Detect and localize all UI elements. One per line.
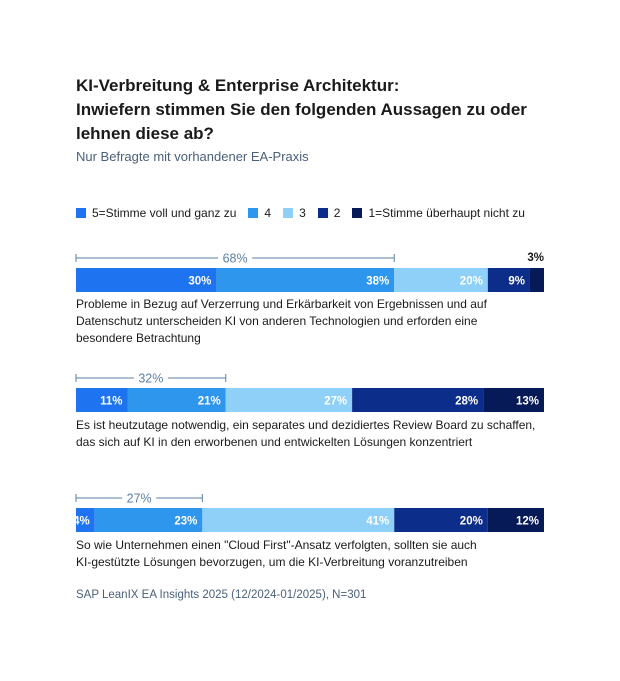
legend-swatch-4 xyxy=(248,208,259,218)
bar-1-caption-line-3: besondere Betrachtung xyxy=(76,331,201,345)
legend-label-3: 3 xyxy=(299,206,306,220)
bar-3-caption-line-1: So wie Unternehmen einen "Cloud First"-A… xyxy=(76,538,477,552)
bar-3-segment-s2 xyxy=(394,508,488,532)
legend-swatch-3 xyxy=(283,208,294,218)
bar-3-segment-s3 xyxy=(202,508,395,532)
bar-1-bracket-label-bg xyxy=(218,250,253,264)
legend-item-5: 5=Stimme voll und ganz zu xyxy=(76,206,236,220)
bar-1-label-s1: 3% xyxy=(527,252,544,264)
bar-1-label-s3: 20% xyxy=(460,276,483,288)
bar-3-label-s2: 20% xyxy=(460,516,483,528)
legend-swatch-5 xyxy=(76,208,86,218)
bar-1-segment-s3 xyxy=(394,268,488,292)
bar-3-label-s4: 23% xyxy=(174,516,197,528)
bar-3-caption-line-2: KI-gestützte Lösungen bevorzugen, um die… xyxy=(76,555,468,569)
legend-swatch-1 xyxy=(352,208,363,218)
bar-1-label-s2: 9% xyxy=(508,276,525,288)
legend: 5=Stimme voll und ganz zu 4 3 2 1=Stimme… xyxy=(76,206,525,220)
legend-label-1: 1=Stimme überhaupt nicht zu xyxy=(368,206,525,220)
bar-3-agree-total: 27% xyxy=(127,492,152,506)
bar-1-label-s4: 38% xyxy=(366,276,389,288)
legend-label-5: 5=Stimme voll und ganz zu xyxy=(92,206,237,220)
bar-2-label-s1: 13% xyxy=(516,396,539,408)
bar-3-segment-s5 xyxy=(76,508,95,532)
chart-title-line-3: lehnen diese ab? xyxy=(76,124,214,143)
bar-1-segment-s1 xyxy=(529,268,544,292)
bar-1-caption-line-1: Probleme in Bezug auf Verzerrung und Erk… xyxy=(76,297,487,311)
legend-item-1: 1=Stimme überhaupt nicht zu xyxy=(352,206,525,220)
bar-1-segment-s2 xyxy=(487,268,530,292)
chart-title: KI-Verbreitung & Enterprise Architektur:… xyxy=(76,74,556,146)
bar-3-label-s5: 4% xyxy=(73,516,90,528)
bar-3-caption: So wie Unternehmen einen "Cloud First"-A… xyxy=(76,537,556,571)
bar-2-caption: Es ist heutzutage notwendig, ein separat… xyxy=(76,417,556,451)
chart-title-line-1: KI-Verbreitung & Enterprise Architektur: xyxy=(76,76,400,95)
bar-2-segment-s5 xyxy=(76,388,128,412)
bar-1-caption-line-2: Datenschutz unterscheiden KI von anderen… xyxy=(76,314,478,328)
bar-3-bracket-label-bg xyxy=(122,490,157,504)
bar-2-segment-s2 xyxy=(352,388,484,412)
source-note: SAP LeanIX EA Insights 2025 (12/2024-01/… xyxy=(76,589,367,601)
bar-2-caption-line-2: das sich auf KI in den erworbenen und en… xyxy=(76,435,473,449)
bar-2-label-s2: 28% xyxy=(455,396,478,408)
bar-3-label-s1: 12% xyxy=(516,516,539,528)
bar-2-segment-s3 xyxy=(225,388,353,412)
legend-item-4: 4 xyxy=(248,206,271,220)
bar-1-agree-total: 68% xyxy=(223,252,248,266)
legend-item-2: 2 xyxy=(317,206,341,220)
legend-swatch-2 xyxy=(317,208,328,218)
bar-2-agree-total: 32% xyxy=(138,372,163,386)
bar-2-segment-s4 xyxy=(127,388,226,412)
bar-3-segment-s4 xyxy=(94,508,203,532)
bar-3-segment-s1 xyxy=(487,508,544,532)
bar-1-segment-s5 xyxy=(76,268,217,292)
bar-2-label-s3: 27% xyxy=(324,396,347,408)
bar-2-segment-s1 xyxy=(483,388,544,412)
bar-1-label-s5: 30% xyxy=(188,276,211,288)
legend-item-3: 3 xyxy=(283,206,306,220)
bar-2-bracket-label-bg xyxy=(133,370,168,384)
bar-1-caption: Probleme in Bezug auf Verzerrung und Erk… xyxy=(76,296,556,347)
chart-title-line-2: Inwiefern stimmen Sie den folgenden Auss… xyxy=(76,100,527,119)
chart-subtitle: Nur Befragte mit vorhandener EA-Praxis xyxy=(76,149,309,164)
bar-2-label-s4: 21% xyxy=(198,396,221,408)
legend-label-4: 4 xyxy=(264,206,272,220)
bar-2-label-s5: 11% xyxy=(100,396,122,408)
legend-label-2: 2 xyxy=(333,206,341,220)
bar-2-caption-line-1: Es ist heutzutage notwendig, ein separat… xyxy=(76,418,536,432)
bar-1-segment-s4 xyxy=(216,268,395,292)
bar-3-label-s3: 41% xyxy=(366,516,389,528)
